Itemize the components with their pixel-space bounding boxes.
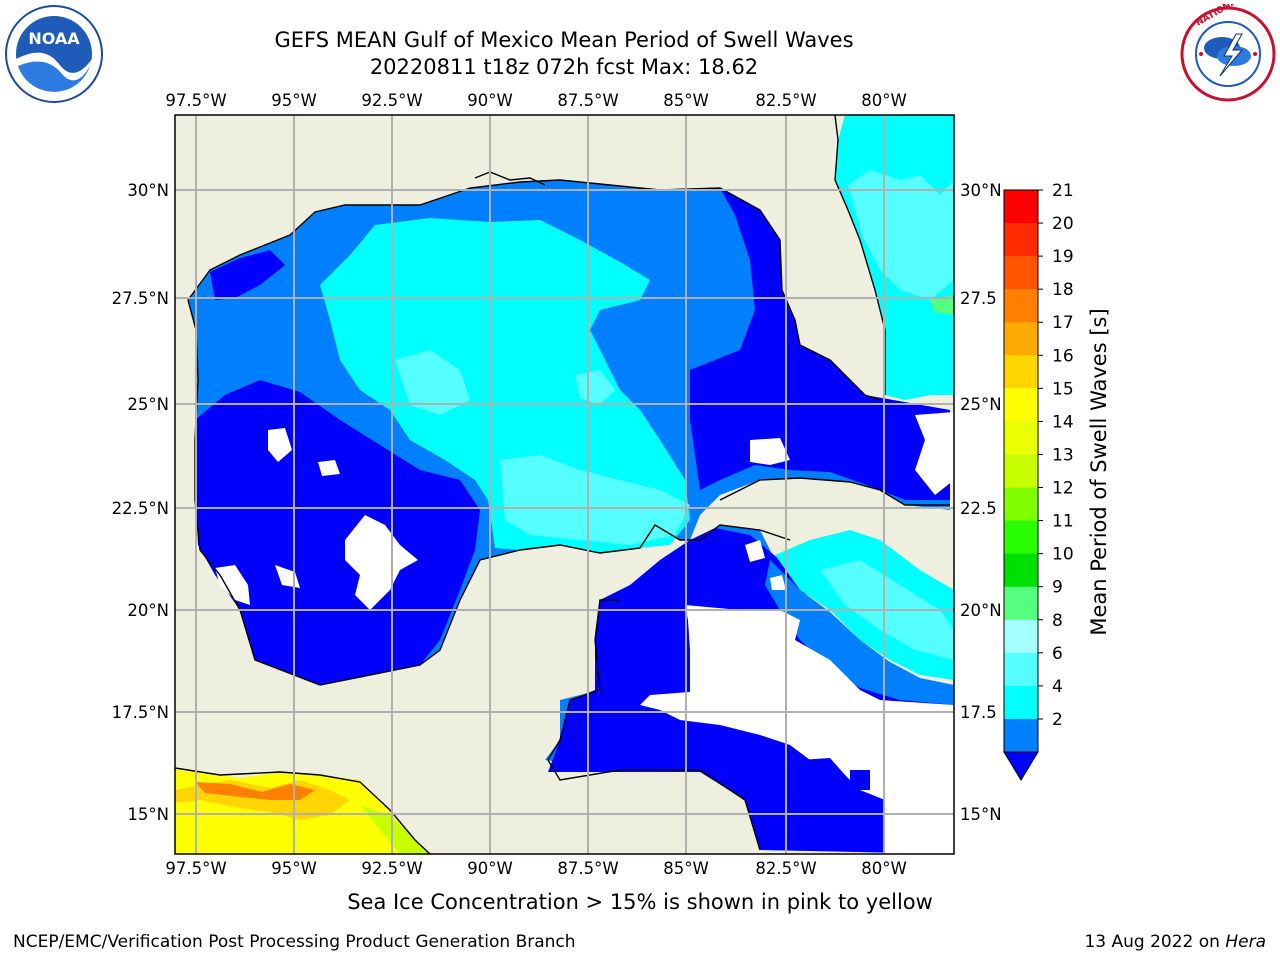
caribbean-swell-2-4s-fringe [765, 560, 954, 705]
colorbar-segment [1004, 487, 1038, 522]
colorbar-segment [1004, 190, 1038, 224]
colorbar-tick-label: 4 [1052, 677, 1063, 697]
colorbar-segment [1004, 322, 1038, 356]
atlantic-swell-6-8s [848, 170, 954, 300]
lon-label: 87.5°W [557, 859, 618, 878]
ice-note: Sea Ice Concentration > 15% is shown in … [347, 890, 933, 914]
colorbar-tick-label: 2 [1052, 710, 1063, 730]
caribbean-deep-blue-islands [700, 735, 870, 845]
noaa-logo-text: NOAA [28, 29, 80, 48]
lon-label: 82.5°W [755, 91, 816, 110]
lon-label: 80°W [861, 859, 907, 878]
lat-label: 25°N [127, 395, 169, 414]
lon-label: 97.5°W [165, 859, 226, 878]
lon-label: 92.5°W [361, 91, 422, 110]
lon-label: 85°W [663, 859, 709, 878]
footer-host: Hera [1225, 932, 1266, 952]
gulf-swell-6-8s-b [395, 350, 470, 415]
colorbar-segment [1004, 289, 1038, 323]
colorbar-tick-label: 18 [1052, 280, 1074, 300]
lat-label: 27.5°N [112, 289, 169, 308]
lon-label: 92.5°W [361, 859, 422, 878]
colorbar-segment [1004, 520, 1038, 555]
colorbar-tick-label: 8 [1052, 611, 1063, 631]
noaa-logo: NOAA [5, 5, 103, 103]
pacific-swell-12-13s [360, 805, 430, 854]
colorbar-segment [1004, 553, 1038, 588]
colorbar-tick-label: 16 [1052, 346, 1074, 366]
lat-label: 22.5°N [112, 499, 169, 518]
lat-label: 15°N [960, 805, 1002, 824]
colorbar-tick-label: 9 [1052, 578, 1063, 598]
atlantic-swell-8-9s [930, 295, 954, 315]
lat-label: 20°N [127, 601, 169, 620]
lat-label: 30°N [960, 181, 1002, 200]
gulf-swell-under-2s-west [195, 380, 480, 685]
lon-label: 97.5°W [165, 91, 226, 110]
colorbar-segment [1004, 223, 1038, 257]
lon-label: 95°W [271, 859, 317, 878]
gridlines [175, 115, 954, 854]
bottom-lon-labels: 97.5°W 95°W 92.5°W 90°W 87.5°W 85°W 82.5… [165, 859, 906, 878]
lon-label: 80°W [861, 91, 907, 110]
lat-label: 30°N [127, 181, 169, 200]
colorbar-segment [1004, 388, 1038, 422]
colorbar-segment [1004, 619, 1038, 654]
colorbar-segment [1004, 454, 1038, 489]
lat-label: 25°N [960, 395, 1002, 414]
colorbar-tick-label: 17 [1052, 313, 1074, 333]
colorbar-tick-label: 10 [1052, 545, 1074, 565]
gulf-swell-6-8s-c [575, 370, 615, 405]
map-subtitle: 20220811 t18z 072h fcst Max: 18.62 [369, 55, 759, 79]
gulf-swell-6-8s-a [500, 455, 690, 545]
map-title: GEFS MEAN Gulf of Mexico Mean Period of … [274, 28, 854, 52]
lon-label: 82.5°W [755, 859, 816, 878]
colorbar-segment [1004, 256, 1038, 290]
lon-label: 95°W [271, 91, 317, 110]
left-lat-labels: 30°N 27.5°N 25°N 22.5°N 20°N 17.5°N 15°N [112, 181, 169, 824]
lat-label: 17.5°N [112, 703, 169, 722]
lat-label: 20°N [960, 601, 1002, 620]
lat-label: 15°N [127, 805, 169, 824]
colorbar-tick-label: 21 [1052, 181, 1074, 201]
colorbar-segment [1004, 421, 1038, 455]
lon-label: 85°W [663, 91, 709, 110]
colorbar-tick-label: 12 [1052, 479, 1074, 499]
footer-date: 13 Aug 2022 on Hera [1084, 932, 1266, 952]
lat-label: 22.5 [960, 499, 997, 518]
colorbar-segment [1004, 718, 1038, 753]
colorbar-tick-label: 6 [1052, 644, 1063, 664]
colorbar-tick-label: 15 [1052, 379, 1074, 399]
colorbar-segment [1004, 586, 1038, 621]
colorbar-tick-label: 13 [1052, 445, 1074, 465]
no-data-patches [215, 412, 954, 854]
colorbar-label: Mean Period of Swell Waves [s] [1087, 308, 1111, 635]
colorbar-segment [1004, 685, 1038, 720]
lat-label: 27.5 [960, 289, 997, 308]
lon-label: 90°W [467, 91, 513, 110]
map-area [175, 115, 954, 854]
colorbar-segment [1004, 355, 1038, 389]
colorbar-extend-triangle [1003, 751, 1039, 781]
lat-label: 17.5 [960, 703, 997, 722]
footer-date-text: 13 Aug 2022 on [1084, 932, 1226, 952]
colorbar: 21 20 19 18 17 16 15 14 13 12 11 10 9 8 6 4 2 [1003, 181, 1074, 781]
colorbar-frame [1003, 189, 1039, 753]
colorbar-tick-label: 11 [1052, 512, 1074, 532]
colorbar-tick-label: 20 [1052, 214, 1074, 234]
colorbar-tick-label: 14 [1052, 412, 1074, 432]
gulf-swell-4-6s [320, 218, 690, 553]
colorbar-segment [1004, 652, 1038, 687]
lon-label: 87.5°W [557, 91, 618, 110]
right-lat-labels: 30°N 27.5 25°N 22.5 20°N 17.5 15°N [960, 181, 1002, 824]
map-frame [174, 114, 955, 855]
pacific-swell-17-18s [195, 782, 315, 800]
top-lon-labels: 97.5°W 95°W 92.5°W 90°W 87.5°W 85°W 82.5… [165, 91, 906, 110]
lon-label: 90°W [467, 859, 513, 878]
colorbar-tick-label: 19 [1052, 247, 1074, 267]
gulf-swell-under-2s-northwest [210, 250, 285, 300]
footer-credit: NCEP/EMC/Verification Post Processing Pr… [13, 932, 576, 952]
nws-logo: NATIONAL WEATHER SERVICE [1180, 4, 1280, 102]
